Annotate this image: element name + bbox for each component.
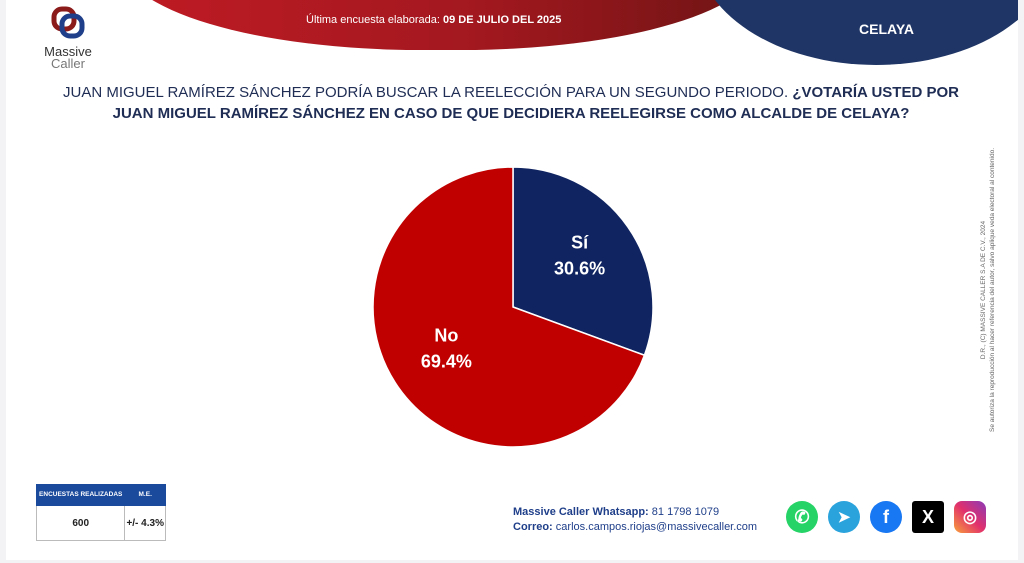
city-name: CELAYA	[859, 21, 914, 37]
pie-value: 69.4%	[421, 351, 472, 371]
x-icon[interactable]: X	[912, 501, 944, 533]
facebook-icon[interactable]: f	[870, 501, 902, 533]
pie-label: Sí	[571, 233, 589, 253]
stats-header: ENCUESTAS REALIZADAS	[35, 484, 126, 506]
slide: Última encuesta elaborada: 09 DE JULIO D…	[6, 0, 1018, 560]
pie-value: 30.6%	[554, 259, 605, 279]
social-icons: ✆ ➤ f X ◎	[786, 501, 986, 533]
logo: Massive Caller	[36, 6, 100, 70]
pie-slice-si	[512, 166, 654, 357]
stats-value: 600	[35, 505, 126, 541]
logo-icon	[51, 6, 85, 39]
question-intro: JUAN MIGUEL RAMÍREZ SÁNCHEZ PODRÍA BUSCA…	[63, 84, 789, 101]
question: JUAN MIGUEL RAMÍREZ SÁNCHEZ PODRÍA BUSCA…	[46, 82, 976, 124]
question-main: ¿VOTARÍA USTED POR JUAN MIGUEL RAMÍREZ S…	[112, 84, 959, 122]
instagram-icon[interactable]: ◎	[954, 501, 986, 533]
stats-header: M.E.	[124, 484, 166, 506]
pie-label: No	[434, 325, 458, 345]
logo-text: Massive	[44, 44, 92, 59]
whatsapp-number: 81 1798 1079	[651, 506, 720, 518]
contact-info: Massive Caller Whatsapp: 81 1798 1079 Co…	[513, 505, 757, 535]
email-label: Correo:	[513, 521, 553, 533]
pie-slice-no	[372, 166, 646, 448]
survey-date: Última encuesta elaborada: 09 DE JULIO D…	[306, 14, 562, 26]
stats-value: +/- 4.3%	[124, 505, 166, 541]
whatsapp-label: Massive Caller Whatsapp:	[513, 506, 649, 518]
telegram-icon[interactable]: ➤	[828, 501, 860, 533]
email-address: carlos.campos.riojas@massivecaller.com	[555, 521, 758, 533]
stats-table: ENCUESTAS REALIZADAS M.E. 600 +/- 4.3%	[35, 484, 166, 541]
logo-text: Caller	[51, 56, 85, 71]
whatsapp-icon[interactable]: ✆	[786, 501, 818, 533]
